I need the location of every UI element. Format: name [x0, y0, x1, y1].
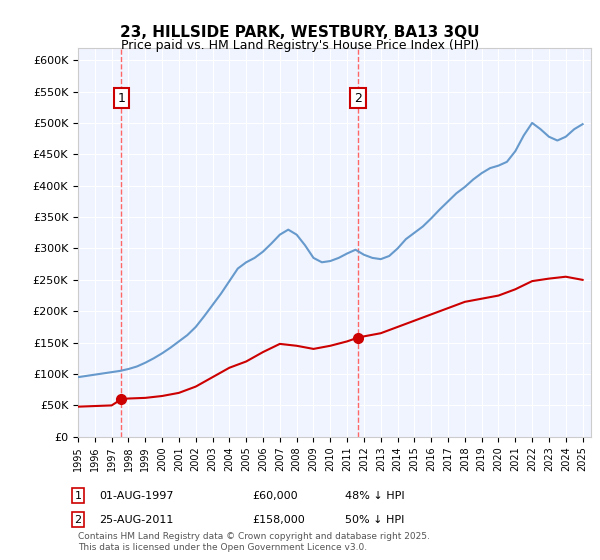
- Text: 2: 2: [74, 515, 82, 525]
- Text: 01-AUG-1997: 01-AUG-1997: [99, 491, 173, 501]
- Text: £60,000: £60,000: [252, 491, 298, 501]
- Text: Price paid vs. HM Land Registry's House Price Index (HPI): Price paid vs. HM Land Registry's House …: [121, 39, 479, 52]
- Text: 23, HILLSIDE PARK, WESTBURY, BA13 3QU: 23, HILLSIDE PARK, WESTBURY, BA13 3QU: [120, 25, 480, 40]
- Text: Contains HM Land Registry data © Crown copyright and database right 2025.
This d: Contains HM Land Registry data © Crown c…: [78, 532, 430, 552]
- Text: 2: 2: [354, 92, 362, 105]
- Text: 48% ↓ HPI: 48% ↓ HPI: [345, 491, 404, 501]
- Text: 50% ↓ HPI: 50% ↓ HPI: [345, 515, 404, 525]
- Text: £158,000: £158,000: [252, 515, 305, 525]
- Text: 1: 1: [118, 92, 125, 105]
- Text: 1: 1: [74, 491, 82, 501]
- Text: 25-AUG-2011: 25-AUG-2011: [99, 515, 173, 525]
